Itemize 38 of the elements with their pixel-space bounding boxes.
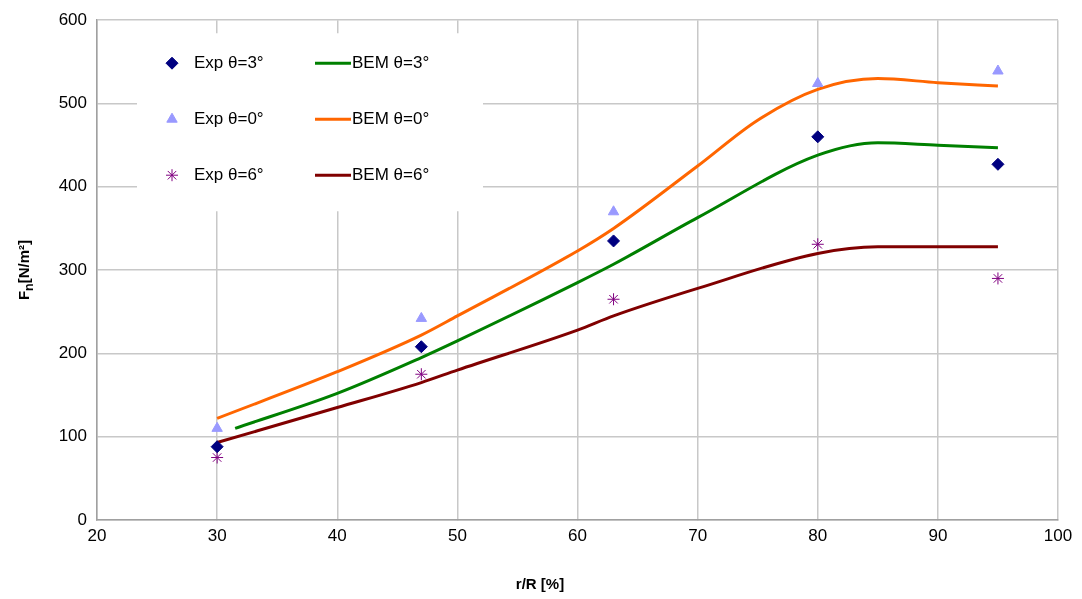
point [210,440,224,454]
point [811,237,825,251]
x-tick-label: 70 [688,525,708,545]
point [607,234,621,248]
legend-label: Exp θ=3° [194,52,264,72]
y-tick-label: 0 [77,509,87,529]
y-tick-label: 100 [58,426,87,446]
point [211,421,223,432]
x-tick-label: 40 [327,525,347,545]
x-tick-label: 20 [87,525,107,545]
x-tick-label: 30 [207,525,227,545]
y-tick-label: 500 [58,93,87,113]
point [811,130,825,144]
y-tick-label: 400 [58,176,87,196]
point [812,77,824,88]
legend-label: BEM θ=0° [352,108,430,128]
point [210,451,224,465]
y-tick-label: 600 [58,9,87,29]
point [991,157,1005,171]
point [992,64,1004,75]
x-tick-label: 90 [928,525,948,545]
y-tick-label: 300 [58,259,87,279]
x-tick-label: 60 [568,525,587,545]
legend-label: Exp θ=0° [194,108,264,128]
point [414,367,428,381]
legend-label: BEM θ=3° [352,52,430,72]
legend-label: Exp θ=6° [194,164,264,184]
point [415,311,428,322]
point [607,292,621,306]
point [607,205,620,216]
y-tick-label: 200 [58,343,87,363]
point [991,271,1005,285]
x-axis-title: r/R [%] [515,575,565,592]
x-tick-label: 100 [1043,525,1073,545]
legend-label: BEM θ=6° [352,164,430,184]
point [414,340,428,354]
x-tick-label: 50 [447,525,467,545]
x-tick-label: 80 [808,525,828,545]
